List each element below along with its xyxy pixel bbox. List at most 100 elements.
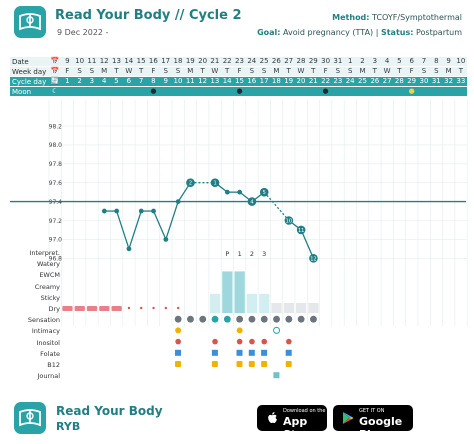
dry-marker — [74, 306, 85, 311]
temp-point — [237, 189, 243, 195]
temp-point — [210, 178, 220, 187]
date-cell: 📅 — [50, 57, 60, 65]
footer-app-abbr: RYB — [56, 420, 81, 433]
weekday-cell: 📅 — [50, 67, 60, 75]
cycleday-cell: 13 — [210, 77, 220, 85]
temp-point-label: 11 — [298, 228, 304, 234]
inositol-icon — [175, 338, 181, 345]
y-tick-label: 97.6 — [49, 180, 63, 187]
cycleday-cell: 30 — [419, 77, 429, 85]
date-cell: 14 — [124, 57, 134, 65]
observation-label: EWCM — [39, 271, 60, 280]
page-title: Read Your Body // Cycle 2 — [55, 8, 242, 23]
cycleday-cell: 14 — [222, 77, 232, 85]
cycleday-cell: 20 — [296, 77, 306, 85]
observation-label: Sticky — [40, 293, 60, 302]
weekday-cell: T — [372, 67, 377, 75]
temp-point — [309, 254, 318, 263]
weekday-cell: M — [359, 67, 366, 75]
dry-bar — [296, 303, 307, 313]
y-tick-label: 98.2 — [49, 123, 63, 130]
google-play-big-text: Google Play — [359, 415, 403, 441]
sensation-icon — [285, 315, 293, 323]
temp-line-segment — [128, 210, 142, 250]
date-cell: 27 — [284, 57, 294, 65]
moon-phase-icon: ● — [150, 87, 157, 95]
date-cell: 10 — [75, 57, 85, 65]
sensation-icon — [236, 315, 244, 323]
weekday-label-bg — [10, 67, 49, 76]
spotting-dot — [176, 306, 180, 310]
dry-marker — [99, 306, 110, 311]
date-cell: 19 — [185, 57, 195, 65]
interpret-mark: 1 — [238, 250, 242, 258]
weekday-cell: T — [286, 67, 291, 75]
cycleday-cell: 22 — [321, 77, 331, 85]
sensation-icon — [273, 315, 280, 323]
cycleday-cell: 31 — [431, 77, 441, 85]
y-tick-label: 97.0 — [49, 237, 63, 244]
dry-bar — [308, 303, 319, 313]
weekday-cell: F — [151, 67, 156, 75]
temp-point — [138, 208, 144, 214]
interpret-mark: P — [225, 250, 229, 258]
cycleday-cell: 26 — [370, 77, 380, 85]
inositol-icon — [286, 338, 292, 345]
cycleday-cell: 27 — [382, 77, 392, 85]
weekday-cell: W — [125, 67, 133, 75]
status-value: Postpartum — [415, 28, 462, 37]
sensation-icon — [310, 315, 317, 323]
google-play-button[interactable]: GET IT ON Google Play — [333, 405, 413, 441]
date-cell: 9 — [446, 57, 451, 65]
cycleday-label-bg — [10, 77, 49, 86]
goal-label: Goal: — [257, 28, 281, 37]
temp-point — [186, 178, 195, 187]
weekday-cell: M — [101, 67, 108, 75]
mucus-bar — [234, 271, 245, 313]
dry-marker — [62, 306, 73, 311]
intimacy-icon — [273, 326, 281, 334]
date-cell: 12 — [99, 57, 109, 65]
observation-label: Inositol — [36, 338, 60, 347]
dry-bar — [283, 303, 294, 313]
temp-point — [296, 225, 306, 235]
moon-row: ☾ ● ● ● ● — [49, 87, 467, 96]
cycleday-cell: 7 — [138, 77, 144, 85]
date-cell: 28 — [296, 57, 306, 65]
cycleday-cell: 15 — [235, 77, 244, 85]
app-store-button[interactable]: Download on the App Store — [257, 405, 327, 441]
weekday-cell: T — [311, 67, 316, 75]
temp-line-segment — [263, 191, 290, 221]
cycleday-cell: 5 — [114, 77, 119, 85]
date-cell: 20 — [198, 57, 208, 65]
temp-point — [175, 199, 181, 204]
observation-label: Intimacy — [31, 327, 60, 336]
folate-icon — [261, 349, 268, 356]
cycleday-cell: 🔄 — [50, 77, 60, 85]
date-cell: 4 — [384, 57, 390, 65]
weekday-cell: F — [237, 67, 242, 75]
sensation-icon — [297, 315, 305, 323]
b12-icon — [285, 361, 292, 367]
weekday-cell: T — [225, 67, 230, 75]
google-play-icon — [343, 412, 354, 424]
spotting-dot — [152, 306, 155, 310]
weekday-cell: T — [114, 67, 119, 75]
temp-point — [126, 246, 132, 252]
sensation-icon — [223, 315, 231, 323]
footer-logo-icon — [14, 402, 46, 434]
spotting-dot — [127, 306, 131, 310]
folate-icon — [211, 349, 218, 356]
cycleday-cell: 25 — [358, 77, 367, 85]
folate-icon — [285, 349, 292, 356]
cycleday-cell: 21 — [308, 77, 318, 85]
journal-icon — [273, 372, 280, 379]
status-label: Status: — [380, 28, 414, 37]
cycleday-cell: 9 — [163, 77, 168, 85]
weekday-cell: M — [273, 67, 280, 75]
date-cell: 8 — [434, 57, 439, 65]
spotting-dot — [140, 306, 143, 310]
date-cell: 13 — [112, 57, 121, 65]
cycleday-cell: 11 — [185, 77, 195, 85]
weekday-row: 📅 F S S M T W T F S S M T W T F S S M T W T F S S M T W T F S S M T — [49, 67, 467, 76]
